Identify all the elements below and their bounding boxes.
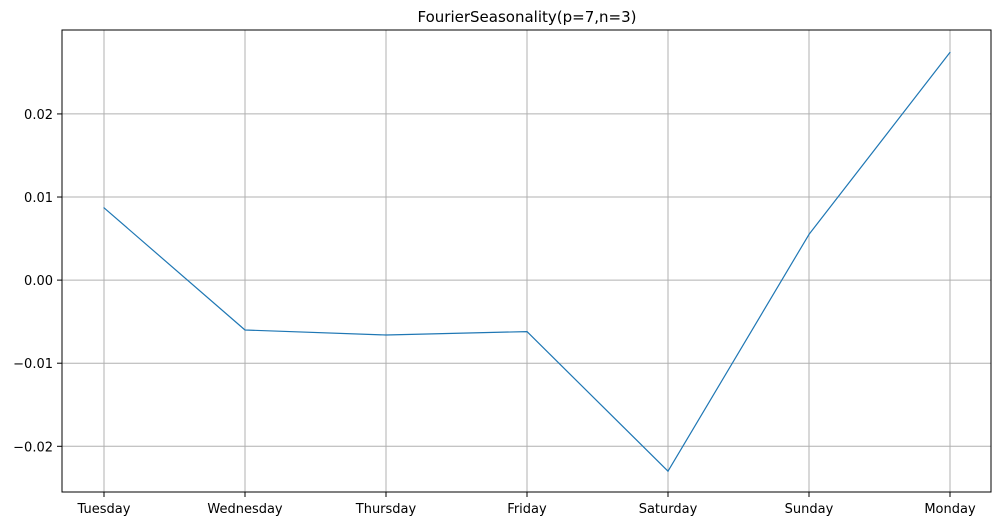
data-point	[808, 233, 810, 236]
data-point	[244, 329, 246, 331]
x-tick-label: Friday	[507, 502, 547, 517]
data-point	[667, 470, 669, 472]
y-tick-label: 0.01	[24, 191, 53, 206]
x-axis-ticks: Tuesday Wednesday Thursday Friday Saturday Su…	[77, 492, 976, 517]
data-point	[103, 207, 105, 209]
y-tick-label: −0.01	[13, 357, 53, 372]
x-tick-label: Sunday	[785, 502, 834, 517]
y-tick-label: 0.00	[24, 274, 53, 289]
x-tick-label: Tuesday	[77, 502, 131, 517]
data-point	[949, 51, 951, 54]
data-point	[385, 334, 387, 336]
y-axis-ticks: −0.02 −0.01 0.00 0.01 0.02	[13, 108, 62, 455]
chart-title: FourierSeasonality(p=7,n=3)	[418, 8, 637, 26]
data-point	[526, 331, 528, 333]
y-tick-label: −0.02	[13, 440, 53, 455]
grid-lines	[62, 30, 991, 492]
x-tick-label: Saturday	[639, 502, 698, 517]
series-layer	[103, 51, 951, 472]
x-tick-label: Monday	[924, 502, 976, 517]
x-tick-label: Wednesday	[207, 502, 283, 517]
x-tick-label: Thursday	[355, 502, 417, 517]
y-tick-label: 0.02	[24, 108, 53, 123]
